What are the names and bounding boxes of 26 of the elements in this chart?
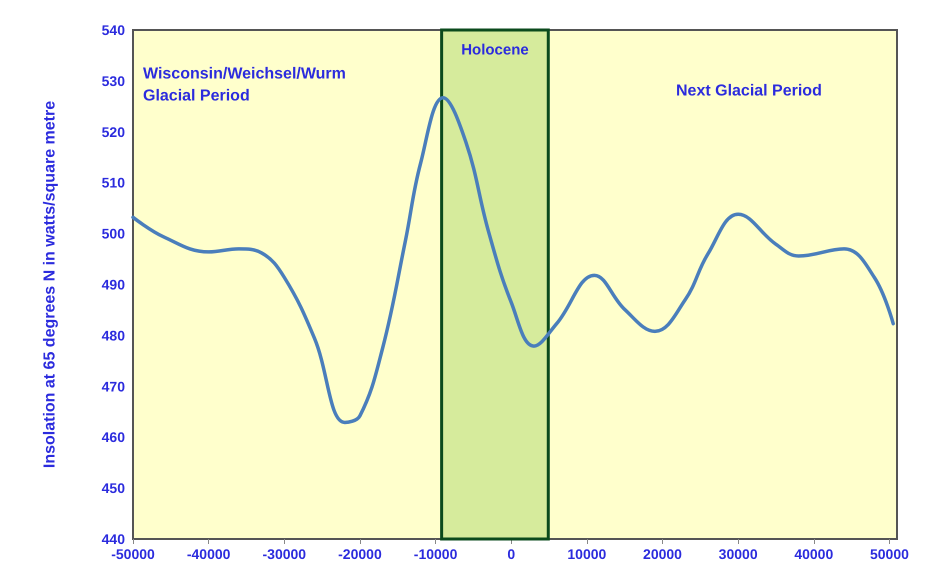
y-tick-label: 480 (102, 327, 126, 344)
x-tick-label: 0 (507, 546, 516, 562)
x-tick-label: -30000 (262, 546, 306, 562)
y-tick-label: 500 (102, 226, 126, 242)
x-tick-label: 40000 (794, 546, 834, 562)
x-tick-label: -40000 (186, 546, 231, 562)
y-tick-label: 470 (102, 378, 126, 394)
annotation: Next Glacial Period (676, 82, 822, 100)
y-axis-title: Insolation at 65 degrees N in watts/square metre (42, 100, 58, 468)
y-tick-label: 460 (102, 429, 126, 446)
y-tick-label: 490 (102, 276, 126, 292)
x-tick-label: 20000 (643, 546, 682, 562)
y-tick-label: 510 (102, 174, 126, 191)
x-tick-label: -50000 (111, 546, 156, 562)
y-tick-label: 520 (102, 124, 126, 140)
y-tick-label: 540 (102, 22, 126, 38)
x-tick-label: -10000 (414, 546, 458, 562)
band-label: Holocene (461, 42, 529, 58)
x-tick-label: 10000 (567, 546, 607, 562)
x-tick-label: -20000 (338, 546, 382, 562)
x-tick-label: 30000 (718, 546, 758, 562)
annotation: Wisconsin/Weichsel/Wurm Glacial Period (143, 66, 346, 104)
y-tick-label: 440 (102, 531, 126, 547)
y-tick-label: 530 (102, 72, 126, 89)
x-tick-label: 50000 (870, 546, 910, 562)
y-tick-label: 450 (102, 480, 126, 496)
